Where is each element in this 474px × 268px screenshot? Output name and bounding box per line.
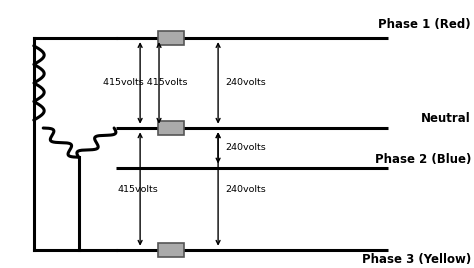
Text: 240volts: 240volts: [225, 143, 266, 152]
Text: 240volts: 240volts: [225, 79, 266, 87]
Text: 415volts: 415volts: [118, 185, 158, 193]
Bar: [158, 31, 184, 45]
Bar: [158, 243, 184, 257]
Text: Phase 2 (Blue): Phase 2 (Blue): [374, 153, 471, 166]
Text: 240volts: 240volts: [225, 185, 266, 193]
Bar: [158, 121, 184, 135]
Text: Phase 3 (Yellow): Phase 3 (Yellow): [362, 253, 471, 266]
Text: Phase 1 (Red): Phase 1 (Red): [378, 18, 471, 31]
Text: Neutral: Neutral: [421, 112, 471, 125]
Text: 415volts 415volts: 415volts 415volts: [102, 79, 187, 87]
